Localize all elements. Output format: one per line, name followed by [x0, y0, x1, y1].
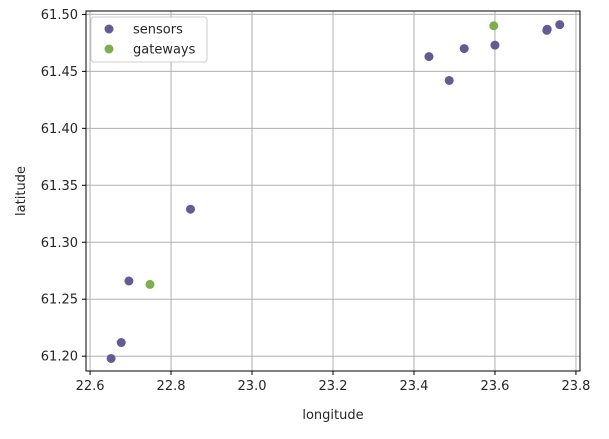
gateways-point	[145, 279, 155, 289]
legend-marker-gateways	[104, 44, 114, 54]
y-tick-label: 61.20	[41, 350, 78, 365]
y-axis-ticks: 61.20 61.25 61.30 61.35 61.40 61.45 61.50	[41, 8, 86, 365]
sensors-point	[106, 353, 116, 363]
x-tick-label: 23.6	[480, 379, 509, 394]
legend-label-gateways: gateways	[133, 43, 196, 58]
sensors-point	[555, 20, 565, 30]
sensors-point	[490, 40, 500, 50]
legend-marker-sensors	[104, 24, 114, 34]
x-tick-label: 22.6	[76, 379, 105, 394]
y-tick-label: 61.35	[41, 179, 78, 194]
x-tick-label: 23.8	[561, 379, 590, 394]
x-tick-label: 23.4	[400, 379, 429, 394]
legend-label-sensors: sensors	[133, 23, 183, 38]
y-tick-label: 61.25	[41, 293, 78, 308]
legend: sensors gateways	[90, 16, 208, 63]
grid-lines	[86, 11, 580, 371]
sensors-point	[542, 24, 552, 34]
sensors-point	[124, 276, 134, 286]
legend-box	[90, 16, 208, 63]
y-tick-label: 61.45	[41, 65, 78, 80]
sensors-point	[185, 204, 195, 214]
x-axis-label: longitude	[302, 408, 363, 423]
data-points	[106, 20, 565, 363]
plot-frame	[85, 10, 581, 372]
x-tick-label: 23.2	[319, 379, 348, 394]
y-axis-label: latitude	[14, 166, 29, 216]
gateways-point	[489, 21, 499, 31]
y-tick-label: 61.30	[41, 236, 78, 251]
sensors-point	[116, 338, 126, 348]
sensors-point	[444, 75, 454, 85]
x-tick-label: 23.0	[238, 379, 267, 394]
y-tick-label: 61.50	[41, 8, 78, 23]
x-axis-ticks: 22.6 22.8 23.0 23.2 23.4 23.6 23.8	[76, 371, 590, 394]
x-tick-label: 22.8	[157, 379, 186, 394]
sensors-point	[459, 44, 469, 54]
y-tick-label: 61.40	[41, 122, 78, 137]
sensors-point	[424, 52, 434, 62]
